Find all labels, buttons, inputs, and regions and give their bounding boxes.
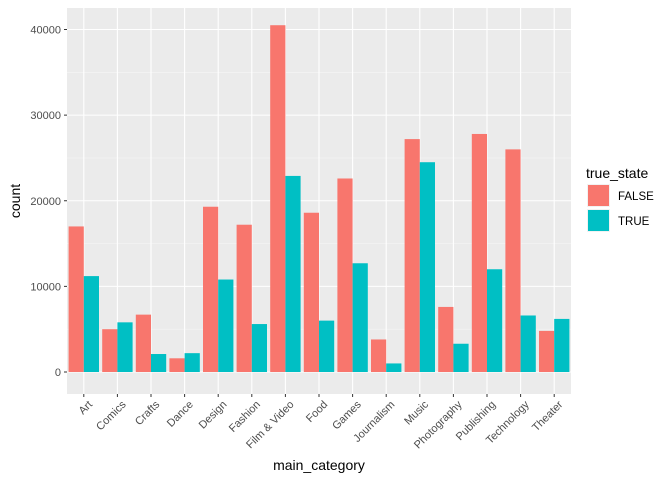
bar-false-fashion bbox=[236, 224, 252, 372]
bar-false-art bbox=[68, 226, 84, 372]
bar-true-dance bbox=[184, 353, 200, 372]
bar-true-publishing bbox=[487, 269, 503, 372]
y-tick-label: 40000 bbox=[30, 25, 61, 37]
legend-key-false bbox=[588, 185, 609, 206]
bar-true-comics bbox=[117, 322, 133, 372]
x-tick-label: Theater bbox=[530, 399, 566, 435]
bar-false-comics bbox=[102, 329, 118, 372]
bar-false-dance bbox=[169, 358, 185, 372]
y-tick-label: 30000 bbox=[30, 110, 61, 122]
y-tick-label: 20000 bbox=[30, 196, 61, 208]
x-tick-label: Crafts bbox=[133, 398, 163, 428]
legend-label-true: TRUE bbox=[618, 216, 650, 228]
bar-true-games bbox=[352, 263, 368, 372]
bar-false-food bbox=[303, 212, 319, 372]
bar-false-publishing bbox=[471, 133, 487, 372]
bar-true-music bbox=[419, 162, 435, 372]
bar-true-photography bbox=[453, 343, 469, 372]
bar-false-theater bbox=[539, 330, 555, 372]
bars bbox=[68, 25, 570, 372]
y-tick-label: 10000 bbox=[30, 281, 61, 293]
y-axis: 0 10000 20000 30000 40000 bbox=[30, 25, 67, 379]
bar-true-crafts bbox=[151, 354, 167, 372]
bar-false-film-video bbox=[270, 25, 286, 372]
x-axis-title: main_category bbox=[273, 457, 365, 473]
bar-true-design bbox=[218, 279, 234, 372]
legend-key-true bbox=[588, 210, 609, 231]
y-axis-title: count bbox=[7, 184, 23, 218]
y-tick-label: 0 bbox=[55, 367, 61, 379]
bar-true-technology bbox=[520, 315, 536, 372]
legend: true_state FALSE TRUE bbox=[586, 165, 654, 232]
x-tick-label: Dance bbox=[165, 399, 196, 430]
bar-true-theater bbox=[554, 318, 570, 372]
legend-title: true_state bbox=[586, 165, 648, 181]
bar-false-crafts bbox=[135, 314, 151, 372]
x-tick-label: Comics bbox=[94, 398, 129, 433]
x-tick-label: Art bbox=[77, 399, 95, 417]
bar-false-photography bbox=[438, 306, 454, 372]
bar-true-fashion bbox=[251, 324, 267, 372]
x-tick-label: Food bbox=[304, 399, 330, 425]
bar-true-art bbox=[83, 276, 99, 372]
bar-true-journalism bbox=[386, 363, 402, 372]
x-tick-label: Design bbox=[197, 399, 230, 432]
bar-false-design bbox=[203, 206, 219, 372]
x-tick-label: Music bbox=[402, 398, 431, 427]
bar-false-music bbox=[404, 139, 420, 372]
bar-false-games bbox=[337, 178, 353, 372]
bar-true-food bbox=[319, 320, 335, 372]
bar-false-journalism bbox=[371, 339, 387, 372]
legend-label-false: FALSE bbox=[618, 191, 654, 203]
bar-false-technology bbox=[505, 149, 521, 372]
bar-true-film-video bbox=[285, 175, 301, 372]
